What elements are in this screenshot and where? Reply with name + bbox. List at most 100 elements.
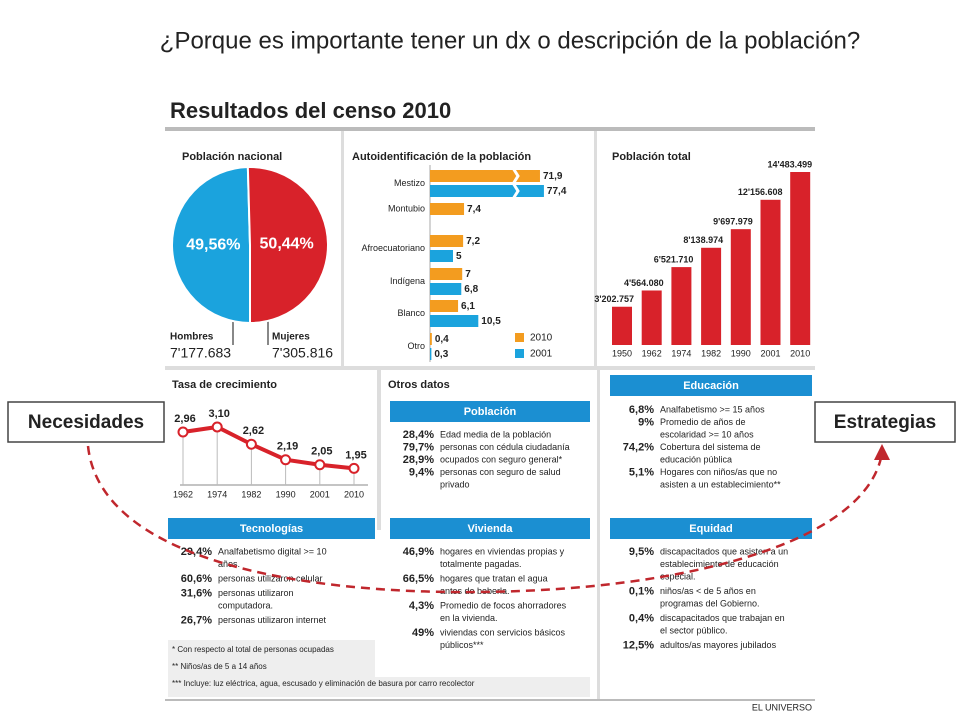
chart-title: Tasa de crecimiento — [172, 379, 277, 391]
item-text: Edad media de la población — [440, 429, 551, 439]
legend-swatch — [515, 349, 524, 358]
section-title: Población — [464, 406, 517, 418]
item-text: personas con seguro de salud — [440, 467, 561, 477]
note: * Con respecto al total de personas ocup… — [172, 645, 334, 654]
item-text: personas utilizaron celular — [218, 573, 323, 583]
separator — [341, 131, 344, 366]
point — [177, 426, 189, 438]
item-value: 12,5% — [623, 639, 654, 651]
item-text: Analfabetismo digital >= 10 — [218, 546, 327, 556]
pie-value-label: 49,56% — [186, 237, 240, 254]
section-header — [610, 375, 812, 396]
item-value: 74,2% — [623, 441, 654, 453]
item-text: programas del Gobierno. — [660, 598, 760, 608]
bar — [730, 229, 751, 345]
side-box — [814, 401, 956, 443]
section-header — [610, 518, 812, 539]
item-text: Promedio de focos ahorradores — [440, 600, 567, 610]
category-label: Afroecuatoriano — [361, 243, 425, 253]
infographic-heading: Resultados del censo 2010 — [170, 98, 451, 123]
point — [245, 438, 257, 450]
item-text: totalmente pagadas. — [440, 559, 522, 569]
bar-value-label: 0,4 — [435, 334, 449, 345]
side-box-label: Necesidades — [28, 412, 144, 433]
pie-count-label: 7'305.816 — [272, 345, 333, 361]
x-tick-label: 1982 — [241, 489, 261, 499]
category-label: Otro — [407, 341, 425, 351]
axis-break — [511, 167, 520, 185]
bar — [430, 235, 464, 247]
x-tick-label: 1950 — [612, 348, 632, 358]
note: ** Niños/as de 5 a 14 años — [172, 662, 267, 671]
bar-value-label: 6'521.710 — [654, 254, 694, 264]
bar-value-label: 8'138.974 — [683, 235, 723, 245]
side-box-label: Estrategias — [834, 412, 936, 433]
bar — [430, 250, 453, 262]
legend-label: 2010 — [530, 333, 553, 344]
legend-label: 2001 — [530, 349, 553, 360]
separator — [594, 131, 597, 366]
x-tick-label: 1974 — [207, 489, 227, 499]
source: EL UNIVERSO — [752, 702, 812, 712]
bar-value-label: 9'697.979 — [713, 217, 753, 227]
separator — [165, 366, 815, 370]
item-text: hogares que tratan el agua — [440, 573, 548, 583]
item-value: 66,5% — [403, 573, 434, 585]
category-label: Montubio — [388, 203, 425, 213]
point — [280, 454, 292, 466]
item-text: Analfabetismo >= 15 años — [660, 404, 765, 414]
item-value: 4,3% — [409, 600, 434, 612]
bar-value-label: 14'483.499 — [768, 159, 813, 169]
item-value: 0,4% — [629, 612, 654, 624]
item-value: 31,6% — [181, 587, 212, 599]
bar-value-label: 4'564.080 — [624, 278, 664, 288]
section-title: Educación — [683, 380, 739, 392]
arrowhead — [874, 444, 890, 460]
item-text: educación pública — [660, 454, 732, 464]
separator — [597, 370, 600, 700]
item-text: discapacitados que trabajan en — [660, 613, 785, 623]
item-text: Promedio de años de — [660, 417, 746, 427]
point — [314, 459, 326, 471]
bar — [430, 348, 432, 360]
point-label: 3,10 — [208, 408, 229, 420]
item-value: 28,4% — [403, 429, 434, 441]
pie-count-label: 7'177.683 — [170, 345, 231, 361]
pie-value-label: 50,44% — [260, 236, 314, 253]
section-title: Vivienda — [467, 523, 513, 535]
item-value: 46,9% — [403, 546, 434, 558]
pie-category-label: Mujeres — [272, 332, 310, 343]
dashed-arc — [86, 445, 883, 594]
bar — [790, 172, 811, 345]
item-text: adultos/as mayores jubilados — [660, 640, 777, 650]
x-tick-label: 1962 — [642, 348, 662, 358]
section-title: Tecnologías — [240, 523, 303, 535]
bar — [641, 290, 662, 345]
bar-value-label: 77,4 — [547, 186, 567, 197]
separator — [377, 370, 381, 530]
slide-title: ¿Porque es importante tener un dx o desc… — [160, 27, 860, 54]
item-value: 26,7% — [181, 614, 212, 626]
bar-value-label: 10,5 — [481, 316, 501, 327]
item-text: escolaridad >= 10 años — [660, 429, 754, 439]
item-text: en la vivienda. — [440, 613, 498, 623]
chart-title: Población nacional — [182, 151, 282, 163]
section-heading: Otros datos — [388, 379, 450, 391]
bar — [430, 283, 462, 295]
bar-value-label: 7,2 — [466, 236, 480, 247]
item-text: computadora. — [218, 600, 273, 610]
x-tick-label: 1990 — [731, 348, 751, 358]
item-text: especial. — [660, 571, 696, 581]
item-value: 9,5% — [629, 546, 654, 558]
point-label: 2,62 — [243, 425, 264, 437]
point-label: 2,19 — [277, 441, 298, 453]
item-text: privado — [440, 479, 470, 489]
bar — [430, 170, 540, 182]
point-label: 2,05 — [311, 446, 332, 458]
x-tick-label: 2010 — [344, 489, 364, 499]
point-label: 1,95 — [345, 449, 366, 461]
bar-value-label: 3'202.757 — [594, 294, 634, 304]
line — [182, 424, 355, 471]
